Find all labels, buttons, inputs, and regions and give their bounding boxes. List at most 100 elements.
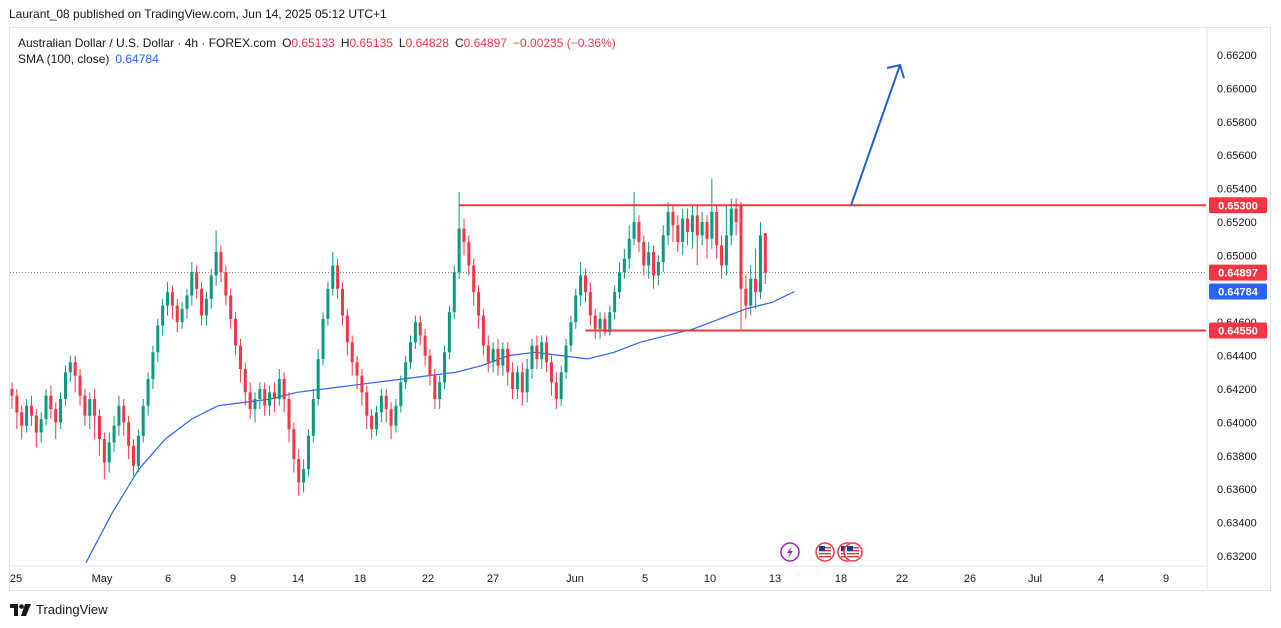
candle[interactable] (161, 305, 165, 326)
candle[interactable] (671, 211, 675, 226)
candle[interactable] (457, 228, 461, 273)
candle[interactable] (146, 378, 150, 406)
candle[interactable] (749, 278, 753, 306)
price-label[interactable]: 0.64550 (1209, 322, 1267, 339)
candle[interactable] (311, 399, 315, 436)
candle[interactable] (656, 262, 660, 276)
candle[interactable] (511, 372, 515, 389)
candle[interactable] (676, 225, 680, 243)
candle[interactable] (268, 392, 272, 406)
candle[interactable] (399, 382, 403, 406)
candle[interactable] (535, 345, 539, 359)
symbol-label[interactable]: Australian Dollar / U.S. Dollar · 4h · F… (18, 36, 277, 50)
candle[interactable] (729, 208, 733, 236)
candle[interactable] (365, 392, 369, 416)
candle[interactable] (326, 288, 330, 319)
projection-arrow[interactable] (850, 64, 901, 206)
candle[interactable] (744, 288, 748, 306)
us-flag-event-icon[interactable] (843, 542, 863, 562)
candle[interactable] (613, 292, 617, 313)
candle[interactable] (501, 348, 505, 366)
candle[interactable] (214, 252, 218, 276)
candle[interactable] (734, 208, 738, 222)
candle[interactable] (219, 252, 223, 273)
candle[interactable] (681, 218, 685, 243)
candle[interactable] (520, 372, 524, 393)
candle[interactable] (282, 378, 286, 400)
candle[interactable] (238, 345, 242, 369)
candle[interactable] (758, 235, 762, 293)
candle[interactable] (642, 242, 646, 266)
candle[interactable] (447, 312, 451, 353)
candle[interactable] (428, 355, 432, 376)
candle[interactable] (321, 318, 325, 359)
candle[interactable] (598, 318, 602, 329)
candle[interactable] (68, 362, 72, 373)
candle[interactable] (739, 205, 743, 289)
candle[interactable] (515, 372, 519, 389)
candle[interactable] (253, 399, 257, 410)
candle[interactable] (467, 242, 471, 266)
candle[interactable] (29, 405, 33, 416)
candle[interactable] (603, 318, 607, 333)
candle[interactable] (112, 425, 116, 443)
candle[interactable] (525, 368, 529, 393)
candle[interactable] (243, 368, 247, 393)
candle[interactable] (195, 272, 199, 289)
candle[interactable] (200, 288, 204, 316)
candle[interactable] (506, 348, 510, 373)
candle[interactable] (360, 375, 364, 393)
candle[interactable] (54, 409, 58, 423)
candle[interactable] (433, 375, 437, 400)
candle[interactable] (224, 272, 228, 296)
candle[interactable] (627, 238, 631, 259)
candle[interactable] (652, 252, 656, 276)
candle[interactable] (632, 222, 636, 239)
candle[interactable] (340, 288, 344, 316)
candle[interactable] (375, 412, 378, 430)
candle[interactable] (248, 392, 252, 410)
candle[interactable] (234, 318, 238, 346)
candle[interactable] (302, 469, 306, 483)
candle[interactable] (472, 265, 476, 293)
candle[interactable] (540, 342, 544, 359)
candle[interactable] (724, 235, 728, 266)
candle[interactable] (549, 362, 553, 383)
candle[interactable] (763, 233, 767, 273)
candle[interactable] (170, 292, 174, 306)
candle[interactable] (117, 405, 121, 426)
candle[interactable] (754, 278, 758, 293)
candle[interactable] (637, 222, 641, 243)
candle[interactable] (350, 342, 354, 363)
candle[interactable] (166, 292, 170, 306)
tradingview-brand[interactable]: TradingView (10, 602, 108, 617)
candle[interactable] (20, 412, 24, 426)
candle[interactable] (409, 342, 413, 363)
us-flag-event-icon[interactable] (815, 542, 835, 562)
candle[interactable] (486, 345, 490, 363)
candle[interactable] (462, 228, 466, 243)
candle[interactable] (491, 348, 495, 363)
candle[interactable] (370, 415, 374, 430)
candle[interactable] (78, 375, 82, 396)
candle[interactable] (63, 372, 67, 400)
candle[interactable] (564, 345, 568, 373)
candle[interactable] (102, 439, 106, 463)
lightning-event-icon[interactable] (780, 542, 800, 562)
candle[interactable] (83, 395, 87, 416)
candle[interactable] (122, 405, 126, 423)
candle[interactable] (389, 409, 393, 426)
candle[interactable] (10, 389, 14, 396)
candle[interactable] (384, 395, 388, 410)
candle[interactable] (618, 272, 621, 293)
candle[interactable] (379, 395, 383, 413)
candle[interactable] (180, 308, 184, 323)
price-label[interactable]: 0.64897 (1209, 264, 1267, 281)
candle[interactable] (710, 211, 714, 239)
candle[interactable] (336, 265, 340, 289)
candle[interactable] (306, 435, 310, 470)
candle[interactable] (647, 252, 651, 266)
price-label[interactable]: 0.65300 (1209, 197, 1267, 214)
candle[interactable] (661, 235, 665, 263)
candle[interactable] (345, 315, 349, 343)
